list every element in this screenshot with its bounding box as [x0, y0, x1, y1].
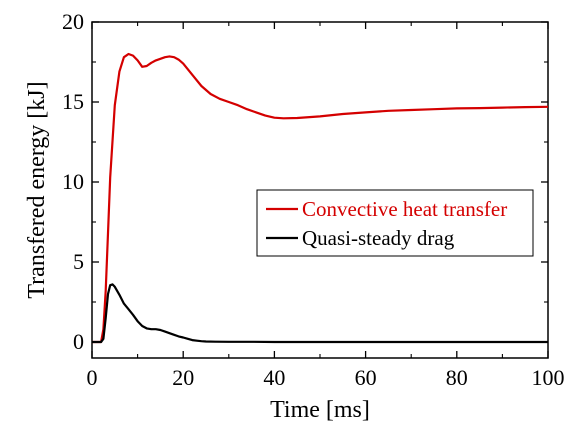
y-tick-labels: 0 5 10 15 20 — [62, 9, 84, 354]
legend: Convective heat transfer Quasi-steady dr… — [256, 189, 534, 257]
legend-label-drag: Quasi-steady drag — [302, 226, 455, 250]
series-lines — [92, 52, 549, 344]
series-line-convective-heat-transfer — [92, 52, 549, 344]
x-tick-label: 20 — [172, 365, 194, 390]
y-tick-label: 20 — [62, 9, 84, 34]
x-axis-title: Time [ms] — [270, 397, 370, 423]
x-tick-label: 100 — [532, 365, 565, 390]
x-tick-label: 0 — [87, 365, 98, 390]
x-tick-label: 80 — [446, 365, 468, 390]
y-tick-label: 15 — [62, 89, 84, 114]
x-tick-labels: 0 20 40 60 80 100 — [87, 365, 565, 390]
x-tick-label: 40 — [263, 365, 285, 390]
y-tick-label: 5 — [73, 249, 84, 274]
x-tick-label: 60 — [355, 365, 377, 390]
series-line-quasi-steady-drag — [92, 283, 548, 344]
y-tick-label: 0 — [73, 329, 84, 354]
legend-box — [256, 189, 534, 257]
y-axis-title: Transfered energy [kJ] — [24, 81, 50, 298]
axis-ticks — [91, 21, 549, 358]
legend-label-convective: Convective heat transfer — [302, 197, 507, 221]
y-tick-label: 10 — [62, 169, 84, 194]
